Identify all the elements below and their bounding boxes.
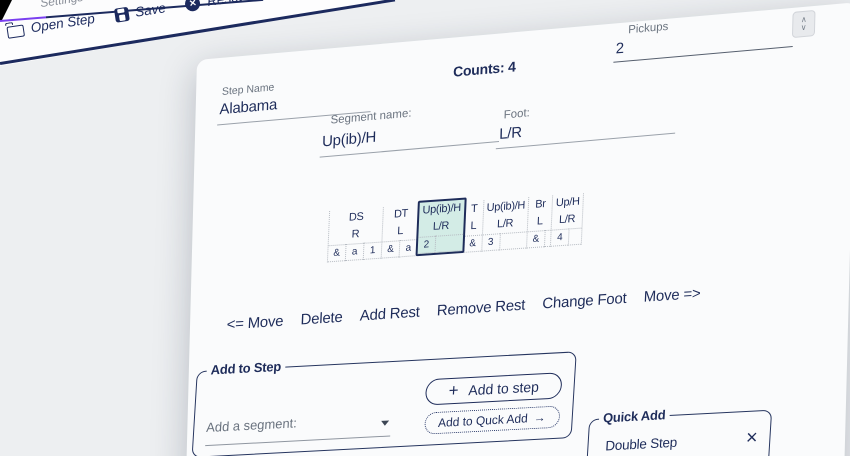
- add-rest-button[interactable]: Add Rest: [359, 303, 421, 325]
- step-editor-panel: Step Name Alabama Counts: 4 Pickups 2 ∧ …: [180, 2, 850, 456]
- cell-counts: 3: [481, 231, 527, 252]
- cell-foot: L: [536, 215, 543, 228]
- quick-add-group: Quick Add Double Step × Rock × Step ×: [575, 406, 773, 456]
- quick-add-item-label: Double Step: [604, 434, 678, 454]
- cell-foot: L/R: [558, 212, 576, 227]
- segment-cell[interactable]: Up(ib)/H L/R 3: [480, 197, 529, 252]
- move-right-button[interactable]: Move =>: [643, 284, 701, 306]
- segment-cell[interactable]: T L &: [462, 200, 484, 253]
- segment-select-placeholder: Add a segment:: [205, 415, 298, 436]
- count-filler: [434, 233, 463, 253]
- folder-icon: [6, 24, 26, 39]
- segment-select[interactable]: Add a segment:: [205, 409, 392, 447]
- cell-counts: & a 1: [327, 241, 382, 263]
- cell-foot: L: [470, 219, 477, 233]
- quick-add-row: Double Step ×: [588, 421, 771, 456]
- segment-strip: DS R & a 1 DT L & a Up(ib)/H L/R: [326, 189, 585, 263]
- segment-name-input[interactable]: Up(ib)/H: [321, 128, 377, 151]
- add-to-quick-add-button[interactable]: Add to Quck Add →: [423, 405, 561, 435]
- add-buttons: + Add to step Add to Quck Add →: [423, 372, 563, 435]
- cell-name: Br: [535, 197, 546, 211]
- count-box: a: [344, 242, 364, 262]
- count-box: &: [463, 234, 482, 253]
- cell-name: Up/H: [555, 195, 580, 210]
- action-row: <= Move Delete Add Rest Remove Rest Chan…: [226, 285, 701, 334]
- chevron-down-icon: [380, 420, 390, 426]
- count-filler: [498, 231, 527, 251]
- plus-icon: +: [448, 380, 460, 401]
- add-to-step-button-label: Add to step: [468, 378, 540, 399]
- arrow-right-icon: →: [533, 410, 547, 425]
- add-to-step-legend: Add to Step: [206, 358, 286, 378]
- add-to-quick-add-label: Add to Quck Add: [437, 411, 529, 430]
- pickups-underline: [613, 46, 793, 63]
- cell-name: T: [470, 202, 478, 216]
- count-filler: [567, 227, 582, 246]
- foot-input[interactable]: L/R: [498, 123, 523, 143]
- count-box: &: [381, 240, 400, 259]
- add-to-step-group: Add to Step Add a segment: + Add to step…: [191, 351, 577, 456]
- count-box: 3: [481, 233, 500, 252]
- remove-quick-add-icon[interactable]: ×: [745, 426, 759, 450]
- delete-button[interactable]: Delete: [300, 308, 343, 329]
- cell-counts: &: [527, 229, 551, 249]
- count-box: 4: [551, 228, 569, 247]
- count-box: &: [527, 230, 545, 249]
- change-foot-button[interactable]: Change Foot: [541, 289, 627, 313]
- cell-counts: &: [463, 234, 482, 253]
- pickups-label: Pickups: [627, 20, 669, 37]
- step-name-input[interactable]: Alabama: [219, 96, 278, 119]
- step-name-label: Step Name: [221, 81, 275, 98]
- cell-counts: 2: [417, 233, 463, 255]
- count-box: 1: [362, 241, 382, 260]
- pickups-input[interactable]: 2: [615, 39, 625, 58]
- stepper-down-icon: ∨: [800, 22, 807, 33]
- segment-cell[interactable]: DS R & a 1: [326, 207, 383, 263]
- move-left-button[interactable]: <= Move: [226, 312, 284, 334]
- segment-cell[interactable]: Up/H L/R 4: [550, 193, 585, 247]
- add-to-step-button[interactable]: + Add to step: [424, 372, 563, 406]
- foot-underline: [495, 132, 676, 150]
- cell-counts: & a: [381, 239, 418, 259]
- count-box: a: [398, 239, 418, 258]
- foot-label: Foot:: [503, 107, 530, 122]
- counts-value: 4: [507, 58, 516, 75]
- segment-cell-selected[interactable]: Up(ib)/H L/R 2: [415, 197, 467, 257]
- segment-name-label: Segment name:: [330, 107, 412, 127]
- quick-add-legend: Quick Add: [598, 406, 670, 426]
- segment-cell[interactable]: DT L & a: [380, 204, 419, 259]
- pickups-stepper[interactable]: ∧ ∨: [791, 9, 816, 39]
- cell-counts: 4: [551, 227, 582, 247]
- counts-label: Counts:: [452, 59, 505, 80]
- save-icon: [113, 6, 130, 23]
- count-box: 2: [417, 235, 436, 255]
- count-box: &: [327, 244, 346, 263]
- counts-display: Counts: 4: [453, 58, 516, 80]
- remove-rest-button[interactable]: Remove Rest: [436, 296, 526, 320]
- menu-item-settings[interactable]: Settings: [39, 0, 85, 11]
- segment-cell[interactable]: Br L &: [526, 195, 553, 249]
- reset-icon: ✕: [184, 0, 202, 13]
